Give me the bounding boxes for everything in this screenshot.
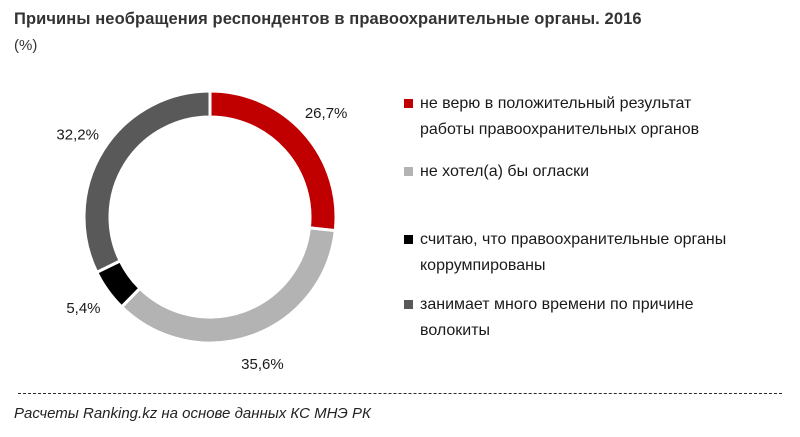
data-label: 26,7% xyxy=(305,105,348,122)
legend-item: не верю в положительный результат работы… xyxy=(404,91,794,143)
legend-label: считаю, что правоохранительные органы ко… xyxy=(404,227,794,279)
chart-unit: (%) xyxy=(14,37,38,54)
donut-chart: 26,7% 35,6% 5,4% 32,2% xyxy=(56,89,348,373)
legend-item: считаю, что правоохранительные органы ко… xyxy=(404,227,794,279)
chart-title: Причины необращения респондентов в право… xyxy=(14,10,642,28)
legend-swatch xyxy=(404,300,413,309)
legend-label-line: не хотел(а) бы огласки xyxy=(420,163,590,180)
data-label: 5,4% xyxy=(66,300,100,317)
legend-label: не верю в положительный результат работы… xyxy=(404,91,794,143)
legend-label-line: работы правоохранительных органов xyxy=(420,121,700,138)
legend-label-line: не верю в положительный результат xyxy=(420,95,692,112)
legend-label: занимает много времени по причине волоки… xyxy=(404,292,794,344)
donut-slice xyxy=(119,226,337,345)
legend-item: занимает много времени по причине волоки… xyxy=(404,292,794,344)
legend-swatch xyxy=(404,99,413,108)
legend-item: не хотел(а) бы огласки xyxy=(404,159,794,185)
data-label: 35,6% xyxy=(241,356,284,373)
footer-divider xyxy=(18,393,782,394)
source-note: Расчеты Ranking.kz на основе данных КС М… xyxy=(14,405,371,422)
legend-swatch xyxy=(404,167,413,176)
legend-label-line: занимает много времени по причине xyxy=(420,296,694,313)
legend-label: не хотел(а) бы огласки xyxy=(404,159,794,185)
legend-label-line: считаю, что правоохранительные органы xyxy=(420,231,727,248)
legend-label-line: коррумпированы xyxy=(420,257,546,274)
legend-label-line: волокиты xyxy=(420,322,491,339)
data-label: 32,2% xyxy=(56,126,99,143)
legend-swatch xyxy=(404,235,413,244)
donut-slice xyxy=(82,89,212,275)
